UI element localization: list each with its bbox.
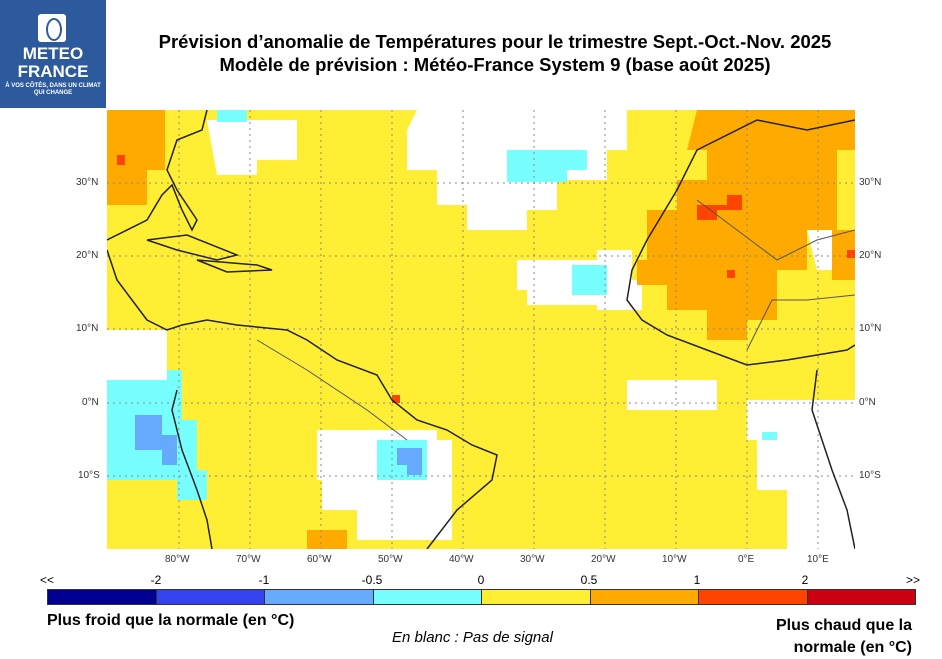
lon-label: 70°W xyxy=(236,554,261,565)
legend-tick: 0.5 xyxy=(580,573,598,587)
lon-label: 0°E xyxy=(738,554,755,565)
lon-label: 30°W xyxy=(520,554,545,565)
color-swatch xyxy=(373,590,482,604)
title-line-2: Modèle de prévision : Météo-France Syste… xyxy=(219,54,771,75)
strong-warm-areas xyxy=(117,155,855,403)
lon-label: 50°W xyxy=(378,554,403,565)
lat-label-right: 10°N xyxy=(859,323,882,334)
logo-name-1: METEO xyxy=(22,44,84,63)
legend-tick: << xyxy=(39,573,55,587)
color-swatch xyxy=(807,590,915,604)
lon-label: 20°W xyxy=(591,554,616,565)
lon-label: 80°W xyxy=(165,554,190,565)
lat-label-right: 30°N xyxy=(859,177,882,188)
meteo-france-logo: METEO FRANCE À VOS CÔTÉS, DANS UN CLIMAT … xyxy=(0,0,106,108)
lon-label: 10°E xyxy=(807,554,829,565)
lon-label: 10°W xyxy=(662,554,687,565)
lon-label: 60°W xyxy=(307,554,332,565)
logo-tagline: À VOS CÔTÉS, DANS UN CLIMAT QUI CHANGE xyxy=(5,83,101,96)
legend-tick: >> xyxy=(905,573,921,587)
lat-label-right: 20°N xyxy=(859,250,882,261)
color-swatch xyxy=(265,590,374,604)
lat-label-left: 20°N xyxy=(76,250,99,261)
cold-label: Plus froid que la normale (en °C) xyxy=(47,612,295,629)
lat-label-left: 0°N xyxy=(82,397,99,408)
color-swatch xyxy=(699,590,808,604)
color-swatch xyxy=(48,590,157,604)
lon-label: 40°W xyxy=(449,554,474,565)
lat-label-left: 10°N xyxy=(76,323,99,334)
warm-anomaly-areas xyxy=(107,110,855,549)
coastlines xyxy=(107,110,855,549)
lat-label-left: 30°N xyxy=(76,177,99,188)
lat-label-right: 0°N xyxy=(859,397,876,408)
legend-tick: 0 xyxy=(477,573,485,587)
legend-tick: -2 xyxy=(150,573,162,587)
logo-icon xyxy=(38,14,66,42)
color-swatch xyxy=(482,590,591,604)
anomaly-map xyxy=(107,110,855,549)
logo-name-2: FRANCE xyxy=(17,62,89,81)
legend-tick: -1 xyxy=(258,573,270,587)
borders xyxy=(256,199,855,441)
page-title: Prévision d’anomalie de Températures pou… xyxy=(110,30,880,76)
grid-lines xyxy=(107,110,855,549)
warm-label: Plus chaud que la normale (en °C) xyxy=(775,617,912,656)
lat-label-right: 10°S xyxy=(859,470,881,481)
legend-tick: 1 xyxy=(693,573,701,587)
cold-anomaly-areas xyxy=(135,415,422,475)
no-signal-label: En blanc : Pas de signal xyxy=(392,629,553,646)
color-swatch xyxy=(156,590,265,604)
legend-tick: -0.5 xyxy=(361,573,383,587)
lat-label-left: 10°S xyxy=(78,470,100,481)
title-line-1: Prévision d’anomalie de Températures pou… xyxy=(158,31,832,52)
color-swatch xyxy=(590,590,699,604)
legend-tick: 2 xyxy=(801,573,809,587)
color-scale-bar xyxy=(47,589,916,605)
